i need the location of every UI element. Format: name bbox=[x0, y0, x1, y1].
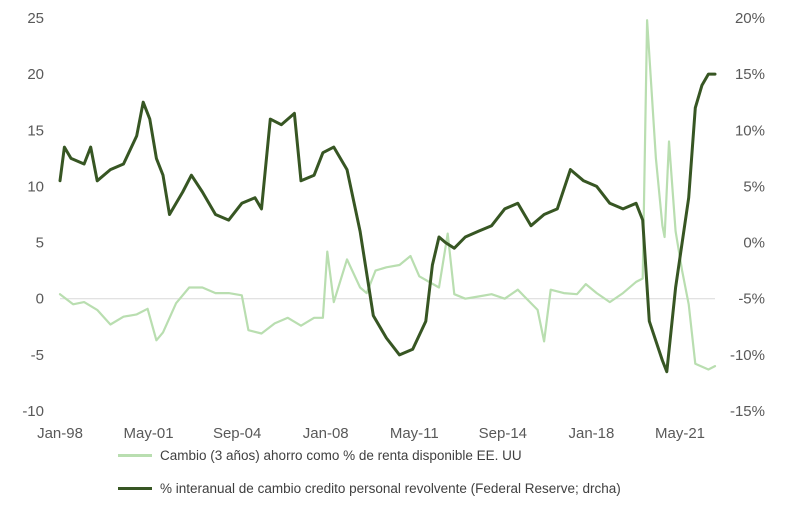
x-tick-label: May-11 bbox=[390, 425, 439, 442]
legend-label-savings: Cambio (3 años) ahorro como % de renta d… bbox=[160, 448, 522, 463]
y-left-tick-label: 0 bbox=[36, 291, 44, 308]
x-tick-label: Sep-04 bbox=[213, 425, 261, 442]
y-right-tick-label: 0% bbox=[743, 235, 765, 252]
series-line-credit bbox=[58, 72, 717, 374]
legend-item-savings: Cambio (3 años) ahorro como % de renta d… bbox=[118, 448, 522, 463]
y-right-tick-label: 15% bbox=[735, 66, 765, 83]
y-right-tick-label: 5% bbox=[743, 178, 765, 195]
x-tick-label: Jan-98 bbox=[37, 425, 83, 442]
x-tick-label: Jan-18 bbox=[568, 425, 614, 442]
y-right-tick-label: -5% bbox=[738, 291, 765, 308]
x-tick-label: May-21 bbox=[655, 425, 705, 442]
y-right-tick-label: 20% bbox=[735, 10, 765, 27]
y-left-tick-label: 10 bbox=[27, 178, 44, 195]
legend-swatch-savings bbox=[118, 454, 152, 457]
y-left-tick-label: 5 bbox=[36, 235, 44, 252]
x-tick-label: Sep-14 bbox=[479, 425, 527, 442]
y-left-tick-label: 20 bbox=[27, 66, 44, 83]
y-left-tick-label: 15 bbox=[27, 122, 44, 139]
legend-swatch-credit bbox=[118, 487, 152, 490]
y-left-tick-label: -10 bbox=[22, 403, 44, 420]
legend-label-credit: % interanual de cambio credito personal … bbox=[160, 481, 621, 496]
y-right-tick-label: -15% bbox=[730, 403, 765, 420]
series-line-savings bbox=[58, 19, 717, 371]
y-right-tick-label: -10% bbox=[730, 347, 765, 364]
y-right-tick-label: 10% bbox=[735, 122, 765, 139]
y-left-tick-label: -5 bbox=[31, 347, 44, 364]
y-left-tick-label: 25 bbox=[27, 10, 44, 27]
x-tick-label: May-01 bbox=[124, 425, 174, 442]
x-tick-label: Jan-08 bbox=[303, 425, 349, 442]
legend-item-credit: % interanual de cambio credito personal … bbox=[118, 481, 621, 496]
